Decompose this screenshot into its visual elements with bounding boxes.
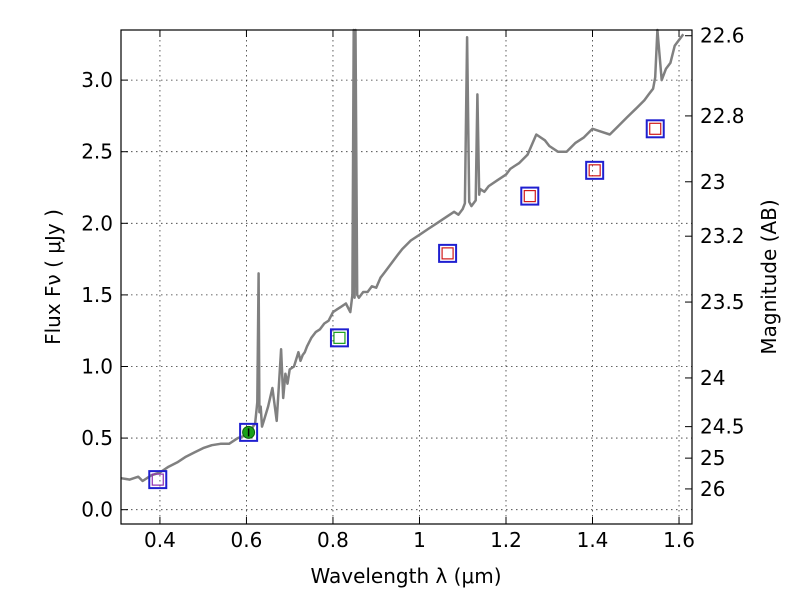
y2-tick-label: 24.5: [700, 415, 745, 439]
photometry-point: [645, 119, 665, 139]
y2-tick-label: 26: [700, 477, 725, 501]
photometry-point: [585, 160, 605, 180]
y2-tick-label: 23: [700, 170, 725, 194]
photometry-point-inner: [588, 164, 601, 177]
y2-tick-label: 22.6: [700, 24, 745, 48]
y-axis-label: Flux Fν ( μJy ): [41, 209, 65, 345]
photometry-point-inner: [649, 122, 662, 135]
y-tick-label: 1.5: [81, 283, 113, 307]
photometry-series: [148, 119, 665, 490]
x-tick-label: 1.4: [577, 528, 609, 552]
photometry-point-inner: [151, 473, 164, 486]
plot-frame: [120, 29, 693, 525]
y2-tick-label: 23.5: [700, 290, 745, 314]
x-tick-label: 1.6: [663, 528, 695, 552]
y-tick-label: 1.0: [81, 354, 113, 378]
x-tick-label: 1.2: [490, 528, 522, 552]
x-tick-label: 0.4: [144, 528, 176, 552]
y2-tick-label: 25: [700, 446, 725, 470]
x-axis-label: Wavelength λ (μm): [310, 564, 501, 588]
photometry-point: [438, 243, 458, 263]
photometry-point: [148, 470, 168, 490]
y-tick-label: 0.0: [81, 498, 113, 522]
y-tick-label: 2.0: [81, 211, 113, 235]
grid: [121, 30, 692, 524]
x-tick-label: 0.6: [231, 528, 263, 552]
photometry-point: [239, 422, 259, 442]
y-tick-label: 3.0: [81, 68, 113, 92]
y2-tick-label: 24: [700, 366, 725, 390]
photometry-point-inner: [333, 331, 346, 344]
y2-axis-label: Magnitude (AB): [757, 199, 781, 354]
photometry-point-inner: [523, 189, 536, 203]
y-tick-label: 0.5: [81, 426, 113, 450]
y2-tick-label: 22.8: [700, 104, 745, 128]
spectrum-line: [120, 28, 685, 483]
spectrum-series: [120, 28, 685, 483]
photometry-point-inner: [441, 247, 454, 260]
axis-ticks: 0.4 0.6 0.8 1 1.2 1.4 1.6 0.0 0.5 1.0 1.5 2.0 2.5 3.0…: [81, 24, 744, 552]
photometry-point: [520, 186, 540, 206]
photometry-point: [329, 328, 349, 348]
y-tick-label: 2.5: [81, 140, 113, 164]
x-tick-label: 0.8: [317, 528, 349, 552]
y2-tick-label: 23.2: [700, 224, 745, 248]
x-tick-label: 1: [413, 528, 426, 552]
